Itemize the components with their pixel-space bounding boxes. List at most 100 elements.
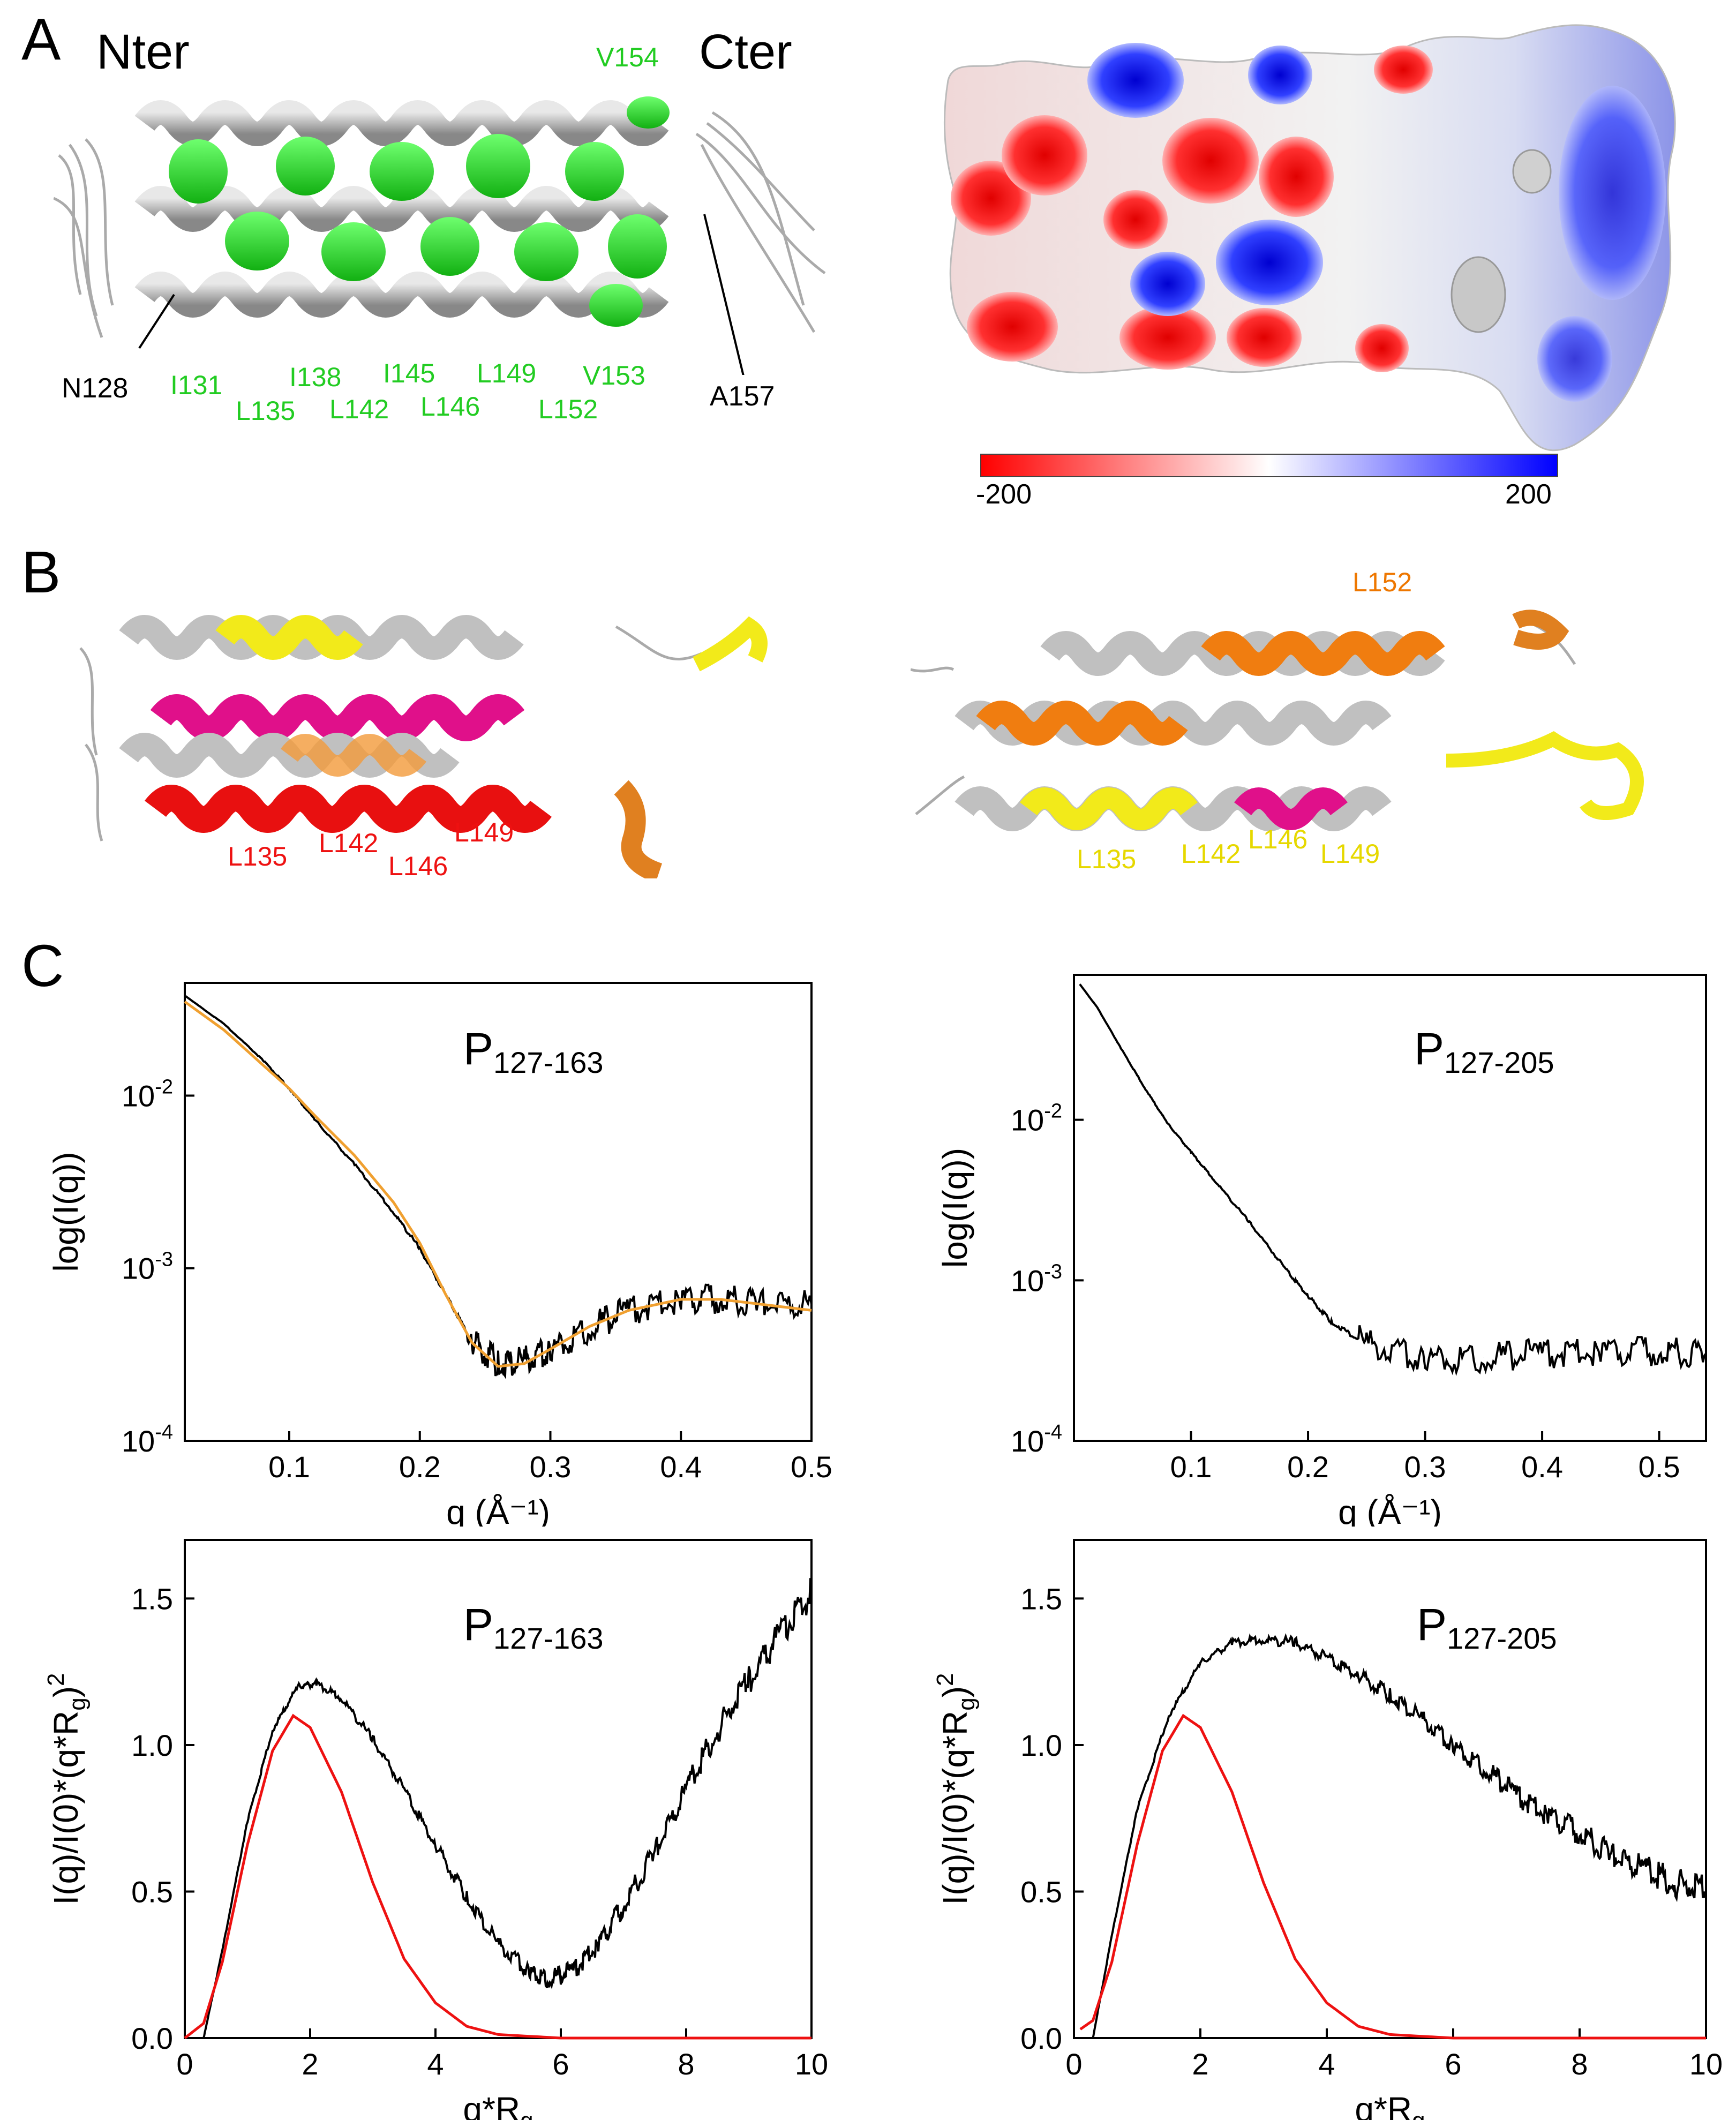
- panel-letter-a: A: [21, 6, 61, 72]
- y-tick-label: 0.0: [1020, 2021, 1062, 2055]
- x-tick-label: 0.2: [399, 1450, 441, 1484]
- x-tick-label: 10: [795, 2047, 828, 2081]
- residue-label-n128: N128: [62, 373, 129, 404]
- series-line-0: [1092, 1633, 1707, 2039]
- x-tick-label: 6: [552, 2047, 569, 2081]
- series-line-0: [202, 1578, 813, 2039]
- residue-label-l142: L142: [329, 394, 389, 424]
- x-tick-label: 6: [1445, 2047, 1461, 2081]
- series-line-0: [1079, 983, 1707, 1377]
- series-line-1: [1079, 1713, 1706, 2040]
- helix-bundle-structure-b-left: [79, 615, 768, 878]
- residue-label-l149: L149: [477, 358, 537, 388]
- kratky-plot-p127-163: 0 2 4 6 8 10 0.0 0.5 1.0 1.5 q*Rg I(q)/I(0)*(q*Rg)2: [43, 1539, 828, 2120]
- y-tick-label: 0.0: [131, 2021, 173, 2055]
- electrostatic-surface: [943, 24, 1676, 452]
- helix-rows: [134, 100, 669, 318]
- x-axis-label: q*Rg: [1355, 2090, 1425, 2120]
- residue-label-v153: V153: [583, 360, 645, 390]
- positive-patches: [1087, 43, 1666, 402]
- x-axis-label: q (Å⁻¹): [446, 1493, 550, 1527]
- surface-cavity: [1451, 256, 1506, 333]
- saxs-log-plot-p127-205: 0.1 0.2 0.3 0.4 0.5 10-4 10-3 10-2 q (Å⁻¹) log(I(…: [936, 974, 1707, 1527]
- residue-label-b-l146: L146: [388, 851, 448, 881]
- chart-title-sub-1: 127-205: [1444, 1046, 1554, 1079]
- residue-label-b-l142: L142: [319, 828, 379, 858]
- c-terminal-loops: [695, 111, 826, 333]
- y-tick-label: 10-3: [1011, 1260, 1062, 1297]
- residue-label-b-l135: L135: [228, 841, 288, 871]
- residue-label-i145: I145: [383, 358, 435, 388]
- chart-title-2: P127-163: [463, 1599, 604, 1656]
- residue-label-i138: I138: [289, 362, 342, 392]
- y-tick-label: 10-4: [1011, 1421, 1062, 1458]
- helix-bundle-structure-a: [54, 96, 826, 375]
- residue-label-b-right-l135: L135: [1077, 844, 1137, 874]
- chart-title-sub-2: 127-163: [493, 1621, 604, 1655]
- nter-label: Nter: [96, 25, 190, 79]
- a157-leader-line: [703, 214, 745, 375]
- x-tick-label: 8: [1571, 2047, 1588, 2081]
- chart-title-3: P127-205: [1417, 1599, 1557, 1656]
- residue-label-b-right-l146: L146: [1248, 824, 1308, 854]
- colorbar-min-label: -200: [976, 479, 1032, 510]
- chart-title-sub-3: 127-205: [1447, 1621, 1557, 1655]
- x-tick-label: 0: [176, 2047, 193, 2081]
- x-tick-label: 0.2: [1287, 1450, 1329, 1484]
- x-tick-label: 0.3: [530, 1450, 572, 1484]
- residue-label-b-l149: L149: [454, 817, 514, 847]
- chart-title-sub-0: 127-163: [493, 1046, 604, 1079]
- chart-title-main-1: P: [1414, 1024, 1445, 1074]
- y-axis-label: log(I(q)): [936, 1148, 974, 1268]
- x-tick-label: 0.4: [1521, 1450, 1563, 1484]
- residue-label-l152: L152: [538, 394, 598, 424]
- plot-frame: [1073, 974, 1707, 1442]
- plot-frame: [1073, 1539, 1707, 2039]
- x-tick-label: 0.1: [268, 1450, 310, 1484]
- n128-leader-line: [138, 294, 175, 349]
- y-axis-label: I(q)/I(0)*(q*Rg)2: [43, 1673, 91, 1905]
- x-tick-label: 0.1: [1170, 1450, 1212, 1484]
- cter-label: Cter: [699, 25, 792, 79]
- residue-label-b-l152: L152: [1352, 567, 1412, 597]
- chart-title-1: P127-205: [1414, 1023, 1554, 1080]
- chart-title-main-3: P: [1417, 1599, 1447, 1650]
- y-tick-label: 10-4: [122, 1421, 173, 1458]
- panel-letter-c: C: [21, 933, 64, 999]
- residue-label-v154: V154: [596, 42, 659, 72]
- plot-frame: [184, 1539, 813, 2039]
- x-tick-label: 0.5: [1639, 1450, 1680, 1484]
- x-tick-label: 0.3: [1404, 1450, 1446, 1484]
- y-tick-label: 10-2: [1011, 1100, 1062, 1137]
- x-tick-label: 0.5: [791, 1450, 832, 1484]
- x-axis-label: q (Å⁻¹): [1338, 1493, 1442, 1527]
- x-tick-label: 0.4: [660, 1450, 702, 1484]
- colorbar-max-label: 200: [1505, 479, 1552, 510]
- chart-title-0: P127-163: [463, 1023, 604, 1080]
- y-tick-label: 10-3: [122, 1249, 173, 1285]
- plot-frame: [184, 982, 813, 1442]
- helix-bundle-structure-b-right: [911, 610, 1644, 831]
- x-tick-label: 8: [678, 2047, 694, 2081]
- y-tick-label: 1.0: [131, 1728, 173, 1762]
- y-tick-label: 1.5: [131, 1582, 173, 1615]
- y-tick-label: 1.0: [1020, 1728, 1062, 1762]
- y-tick-label: 10-2: [122, 1076, 173, 1112]
- x-tick-label: 4: [1318, 2047, 1335, 2081]
- x-tick-label: 2: [1192, 2047, 1208, 2081]
- y-tick-label: 1.5: [1020, 1582, 1062, 1615]
- y-axis-label: I(q)/I(0)*(q*Rg)2: [932, 1673, 980, 1905]
- kratky-plot-p127-205: 0 2 4 6 8 10 0.0 0.5 1.0 1.5 q*Rg I(q)/I(0)*(q*Rg)2: [932, 1539, 1723, 2120]
- panel-letter-b: B: [21, 539, 61, 605]
- x-tick-label: 0: [1065, 2047, 1082, 2081]
- x-tick-label: 4: [427, 2047, 444, 2081]
- y-tick-label: 0.5: [1020, 1875, 1062, 1908]
- residue-label-b-right-l142: L142: [1181, 839, 1241, 869]
- residue-label-b-right-l149: L149: [1320, 839, 1380, 869]
- residue-label-l146: L146: [420, 392, 480, 422]
- n-terminal-loops: [54, 138, 114, 338]
- chart-title-main-0: P: [463, 1024, 494, 1074]
- x-tick-label: 2: [302, 2047, 318, 2081]
- y-tick-label: 0.5: [131, 1875, 173, 1908]
- negative-patches: [951, 46, 1433, 372]
